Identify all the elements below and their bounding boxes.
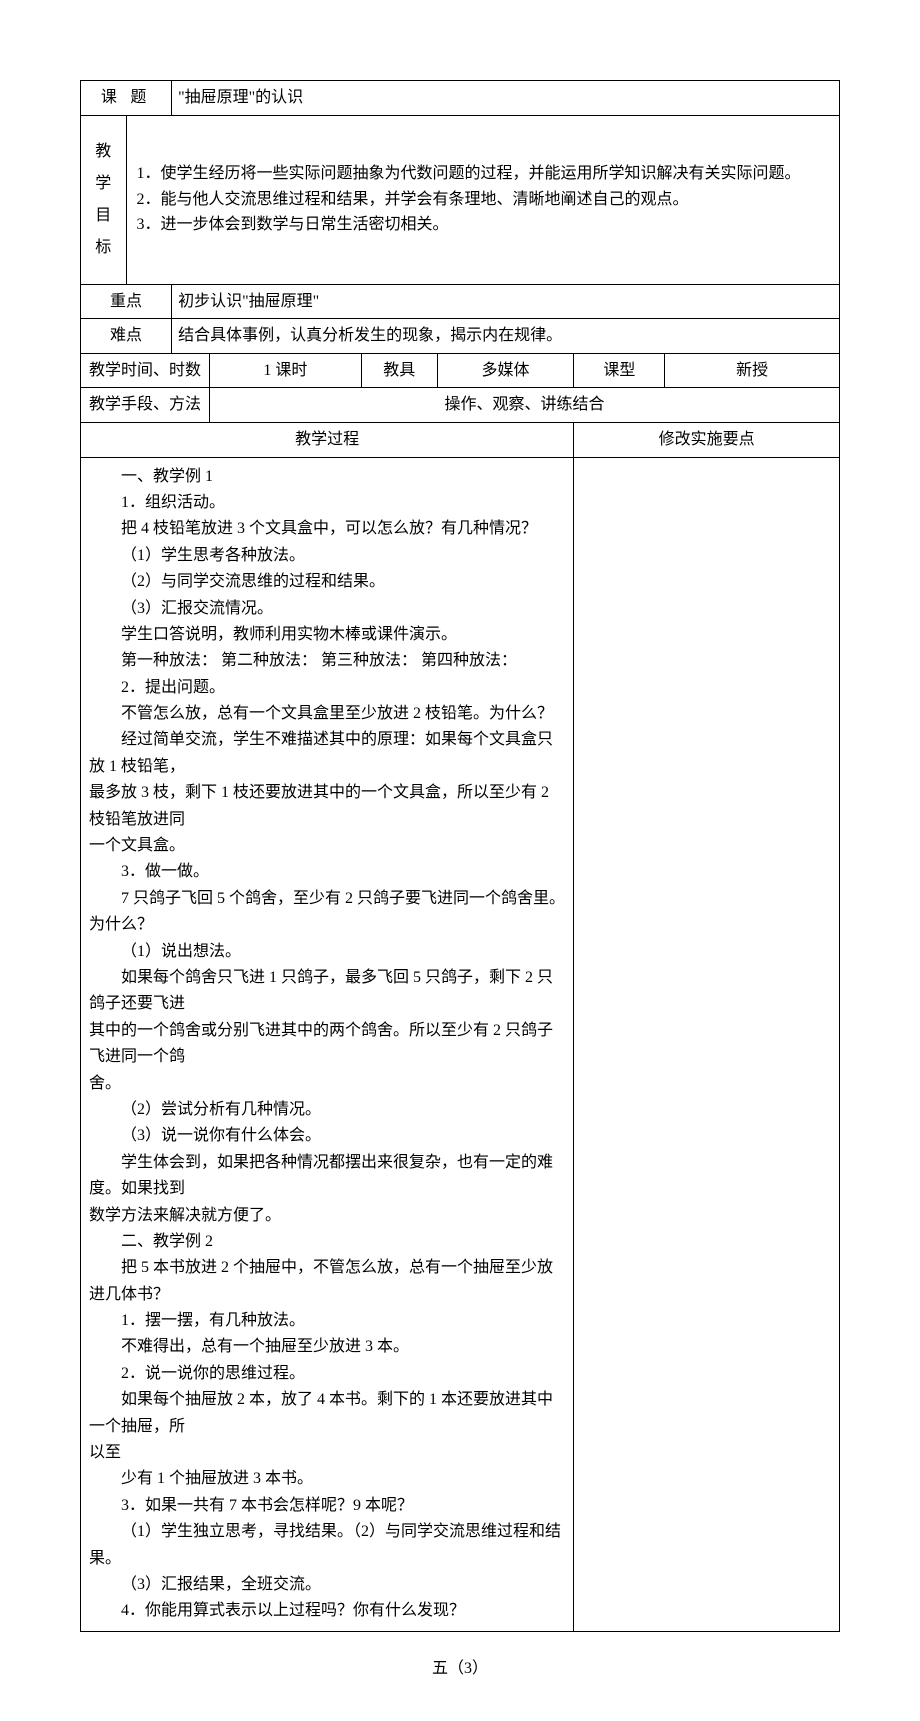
line: 最多放 3 枝，剩下 1 枝还要放进其中的一个文具盒，所以至少有 2 枝铅笔放进… <box>89 780 565 833</box>
page-number: 五（3） <box>80 1656 840 1682</box>
line: （1）说出想法。 <box>89 939 565 965</box>
line: （1）学生独立思考，寻找结果。（2）与同学交流思维过程和结果。 <box>89 1519 565 1572</box>
topic-label: 课 题 <box>81 81 172 116</box>
time-value: 1 课时 <box>210 353 362 388</box>
goals-char-3: 标 <box>95 239 111 256</box>
goal-2: 2．能与他人交流思维过程和结果，并学会有条理地、清晰地阐述自己的观点。 <box>137 187 829 213</box>
lesson-plan-table: 课 题 "抽屉原理"的认识 教 学 目 标 1．使学生经历将一些实际问题抽象为代… <box>80 80 840 1632</box>
goals-char-0: 教 <box>95 143 111 160</box>
line: 学生体会到，如果把各种情况都摆出来很复杂，也有一定的难度。如果找到 <box>89 1150 565 1203</box>
line: （3）说一说你有什么体会。 <box>89 1123 565 1149</box>
line: 如果每个鸽舍只飞进 1 只鸽子，最多飞回 5 只鸽子，剩下 2 只鸽子还要飞进 <box>89 965 565 1018</box>
line: 不管怎么放，总有一个文具盒里至少放进 2 枝铅笔。为什么？ <box>89 701 565 727</box>
line: 7 只鸽子飞回 5 个鸽舍，至少有 2 只鸽子要飞进同一个鸽舍里。为什么？ <box>89 886 565 939</box>
line: 二、教学例 2 <box>89 1229 565 1255</box>
line: （1）学生思考各种放法。 <box>89 543 565 569</box>
line: 第一种放法： 第二种放法： 第三种放法： 第四种放法： <box>89 648 565 674</box>
line: 把 4 枝铅笔放进 3 个文具盒中，可以怎么放？有几种情况？ <box>89 516 565 542</box>
difficulty-label: 难点 <box>81 319 172 354</box>
line: 2．说一说你的思维过程。 <box>89 1361 565 1387</box>
line: 少有 1 个抽屉放进 3 本书。 <box>89 1466 565 1492</box>
focus-value: 初步认识"抽屉原理" <box>172 284 840 319</box>
goals-value: 1．使学生经历将一些实际问题抽象为代数问题的过程，并能运用所学知识解决有关实际问… <box>126 115 839 284</box>
type-label: 课型 <box>574 353 665 388</box>
line: 其中的一个鸽舍或分别飞进其中的两个鸽舍。所以至少有 2 只鸽子飞进同一个鸽 <box>89 1018 565 1071</box>
line: 学生口答说明，教师利用实物木棒或课件演示。 <box>89 622 565 648</box>
line: 舍。 <box>89 1071 565 1097</box>
tool-value: 多媒体 <box>437 353 574 388</box>
line: 3．做一做。 <box>89 859 565 885</box>
method-label: 教学手段、方法 <box>81 388 210 423</box>
focus-label: 重点 <box>81 284 172 319</box>
revision-label: 修改实施要点 <box>574 422 840 457</box>
process-content: 一、教学例 1 1．组织活动。 把 4 枝铅笔放进 3 个文具盒中，可以怎么放？… <box>81 457 574 1631</box>
line: 以至 <box>89 1440 565 1466</box>
goals-char-1: 学 <box>95 175 111 192</box>
line: 4．你能用算式表示以上过程吗？你有什么发现？ <box>89 1598 565 1624</box>
type-value: 新授 <box>665 353 840 388</box>
line: 经过简单交流，学生不难描述其中的原理：如果每个文具盒只放 1 枝铅笔， <box>89 727 565 780</box>
goal-1: 1．使学生经历将一些实际问题抽象为代数问题的过程，并能运用所学知识解决有关实际问… <box>137 161 829 187</box>
line: （2）尝试分析有几种情况。 <box>89 1097 565 1123</box>
line: （3）汇报交流情况。 <box>89 596 565 622</box>
time-label: 教学时间、时数 <box>81 353 210 388</box>
goals-label: 教 学 目 标 <box>81 115 127 284</box>
line: 一个文具盒。 <box>89 833 565 859</box>
line: 2．提出问题。 <box>89 675 565 701</box>
process-label: 教学过程 <box>81 422 574 457</box>
line: 3．如果一共有 7 本书会怎样呢？9 本呢？ <box>89 1493 565 1519</box>
tool-label: 教具 <box>361 353 437 388</box>
line: 数学方法来解决就方便了。 <box>89 1203 565 1229</box>
line: 不难得出，总有一个抽屉至少放进 3 本。 <box>89 1334 565 1360</box>
line: 1．组织活动。 <box>89 490 565 516</box>
topic-value: "抽屉原理"的认识 <box>172 81 840 116</box>
revision-content <box>574 457 840 1631</box>
line: 如果每个抽屉放 2 本，放了 4 本书。剩下的 1 本还要放进其中一个抽屉，所 <box>89 1387 565 1440</box>
line: 把 5 本书放进 2 个抽屉中，不管怎么放，总有一个抽屉至少放进几体书？ <box>89 1255 565 1308</box>
difficulty-value: 结合具体事例，认真分析发生的现象，揭示内在规律。 <box>172 319 840 354</box>
line: （3）汇报结果，全班交流。 <box>89 1572 565 1598</box>
line: 1．摆一摆，有几种放法。 <box>89 1308 565 1334</box>
line: （2）与同学交流思维的过程和结果。 <box>89 569 565 595</box>
goals-char-2: 目 <box>95 207 111 224</box>
goal-3: 3．进一步体会到数学与日常生活密切相关。 <box>137 212 829 238</box>
method-value: 操作、观察、讲练结合 <box>210 388 840 423</box>
line: 一、教学例 1 <box>89 464 565 490</box>
